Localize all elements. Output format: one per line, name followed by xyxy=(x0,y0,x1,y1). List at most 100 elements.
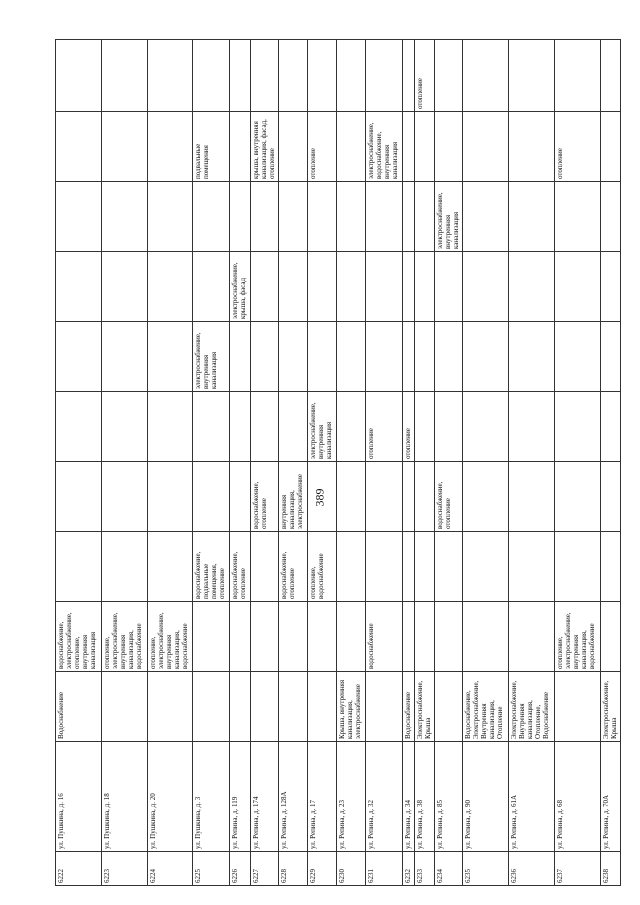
table-row: 6234 ул. Репина, д. 85 водоснабжение, отоп… xyxy=(434,39,463,886)
address-cell: ул. Пушкина, д. 3 xyxy=(192,741,230,852)
work-cell-c7 xyxy=(147,251,193,322)
work-cell-c9 xyxy=(147,111,193,182)
work-cell-c2 xyxy=(250,601,279,672)
work-cell-c3: водоснабжение, отопление xyxy=(229,531,251,602)
table-row: 6230 ул. Репина, д. 23 Крыша, внутренняя к… xyxy=(336,39,366,886)
work-cell-c8 xyxy=(554,181,601,252)
work-cell-c1 xyxy=(365,671,403,742)
work-cell-c8 xyxy=(402,181,414,252)
address-cell: ул. Репина, д. 38 xyxy=(414,741,435,852)
work-cell-c2 xyxy=(278,601,308,672)
row-number-cell: 6232 xyxy=(402,851,414,886)
work-cell-c3 xyxy=(55,531,102,602)
row-number-cell: 6228 xyxy=(278,851,308,886)
work-cell-c10 xyxy=(554,39,601,112)
work-cell-c4 xyxy=(101,461,147,532)
work-cell-c7 xyxy=(278,251,308,322)
work-cell-c2 xyxy=(229,601,251,672)
work-cell-c8 xyxy=(600,181,621,252)
work-cell-c3: водоснабжение, подвальные помещения, ото… xyxy=(192,531,230,602)
work-cell-c4 xyxy=(365,461,403,532)
row-number-cell: 6238 xyxy=(600,851,621,886)
work-cell-c9 xyxy=(55,111,102,182)
work-cell-c6 xyxy=(462,321,509,392)
work-cell-c5 xyxy=(434,391,463,462)
work-cell-c3 xyxy=(101,531,147,602)
work-cell-c1: Водоснабжение xyxy=(55,671,102,742)
work-cell-c1: Водоснабжение xyxy=(402,671,414,742)
work-cell-c3 xyxy=(250,531,279,602)
work-cell-c9 xyxy=(336,111,366,182)
work-cell-c7 xyxy=(508,251,555,322)
work-cell-c9 xyxy=(101,111,147,182)
work-cell-c3 xyxy=(365,531,403,602)
address-cell: ул. Репина, д. 90 xyxy=(462,741,509,852)
work-cell-c7 xyxy=(434,251,463,322)
table-row: 6223 ул. Пушкина, д. 18 отопление, электро… xyxy=(101,39,147,886)
address-cell: ул. Репина, д. 23 xyxy=(336,741,366,852)
work-cell-c10 xyxy=(55,39,102,112)
work-cell-c6 xyxy=(414,321,435,392)
address-cell: ул. Репина, д. 68 xyxy=(554,741,601,852)
address-cell: ул. Пушкина, д. 18 xyxy=(101,741,147,852)
table-row: 6238 ул. Репина, д. 70А Электроснабжение, … xyxy=(600,39,621,886)
work-cell-c8 xyxy=(278,181,308,252)
work-cell-c6 xyxy=(365,321,403,392)
work-cell-c10 xyxy=(101,39,147,112)
work-cell-c7: электроснабжение, крыша, фасад xyxy=(229,251,251,322)
table-row: 6233 ул. Репина, д. 38 Электроснабжение, К… xyxy=(414,39,435,886)
work-cell-c6 xyxy=(278,321,308,392)
work-cell-c10 xyxy=(250,39,279,112)
table-row: 6232 ул. Репина, д. 34 Водоснабжение отопле… xyxy=(402,39,414,886)
work-cell-c4 xyxy=(402,461,414,532)
work-cell-c9 xyxy=(414,111,435,182)
row-number-cell: 6236 xyxy=(508,851,555,886)
row-number-cell: 6225 xyxy=(192,851,230,886)
work-cell-c7 xyxy=(402,251,414,322)
work-cell-c4 xyxy=(462,461,509,532)
work-cell-c7 xyxy=(554,251,601,322)
work-cell-c9 xyxy=(278,111,308,182)
rotated-table: 6222 ул. Пушкина, д. 16 Водоснабжение водос… xyxy=(55,39,621,886)
work-cell-c5 xyxy=(101,391,147,462)
row-number-cell: 6222 xyxy=(55,851,102,886)
work-cell-c6 xyxy=(508,321,555,392)
work-cell-c10 xyxy=(278,39,308,112)
work-cell-c7 xyxy=(250,251,279,322)
row-number-cell: 6235 xyxy=(462,851,509,886)
table-row: 6226 ул. Репина, д. 119 водоснабжение, ото… xyxy=(229,39,251,886)
work-cell-c10 xyxy=(229,39,251,112)
work-cell-c4 xyxy=(192,461,230,532)
work-cell-c9 xyxy=(600,111,621,182)
work-cell-c10 xyxy=(147,39,193,112)
work-cell-c5 xyxy=(554,391,601,462)
row-number-cell: 6234 xyxy=(434,851,463,886)
work-cell-c6 xyxy=(307,321,337,392)
work-cell-c7 xyxy=(101,251,147,322)
work-cell-c3 xyxy=(336,531,366,602)
work-cell-c2 xyxy=(307,601,337,672)
work-cell-c9: электроснабжение, водоснабжение, внутрен… xyxy=(365,111,403,182)
work-cell-c5 xyxy=(278,391,308,462)
work-cell-c7 xyxy=(307,251,337,322)
work-cell-c1: Крыша, внутренняя канализация, электросн… xyxy=(336,671,366,742)
table-row: 6222 ул. Пушкина, д. 16 Водоснабжение водос… xyxy=(55,39,102,886)
row-number-cell: 6231 xyxy=(365,851,403,886)
row-number-cell: 6229 xyxy=(307,851,337,886)
work-cell-c6 xyxy=(229,321,251,392)
work-cell-c5 xyxy=(336,391,366,462)
work-cell-c6 xyxy=(434,321,463,392)
work-cell-c1 xyxy=(278,671,308,742)
work-cell-c4 xyxy=(147,461,193,532)
work-cell-c2 xyxy=(414,601,435,672)
work-cell-c2: отопление, электроснабжение, внутренняя … xyxy=(101,601,147,672)
work-cell-c1 xyxy=(147,671,193,742)
work-cell-c9 xyxy=(434,111,463,182)
work-cell-c8 xyxy=(508,181,555,252)
table-row: 6237 ул. Репина, д. 68 отопление, электрос… xyxy=(554,39,601,886)
work-cell-c2 xyxy=(462,601,509,672)
work-cell-c4: внутренняя канализация, электроснабжение xyxy=(278,461,308,532)
work-cell-c6: электроснабжение, внутренняя канализация xyxy=(192,321,230,392)
work-cell-c1: Водоснабжение, Электроснабжение, Внутрен… xyxy=(462,671,509,742)
work-cell-c7 xyxy=(462,251,509,322)
